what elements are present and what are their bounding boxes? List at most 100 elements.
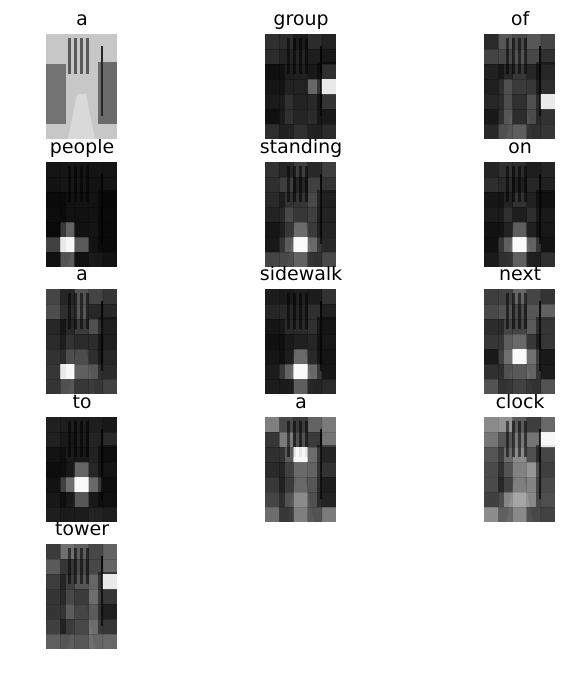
attention-cell bbox=[88, 177, 104, 193]
attention-cell bbox=[498, 34, 513, 50]
attention-cell bbox=[46, 192, 61, 208]
attention-cell bbox=[484, 109, 499, 125]
attention-cell bbox=[540, 49, 555, 65]
attention-cell bbox=[526, 162, 542, 178]
attention-cell bbox=[484, 34, 499, 50]
attention-cell bbox=[526, 289, 542, 305]
attention-cell bbox=[74, 589, 89, 605]
attention-cell bbox=[74, 207, 89, 223]
attention-cell bbox=[265, 507, 280, 522]
attention-cell bbox=[321, 477, 336, 493]
attention-cell bbox=[46, 447, 61, 463]
attention-cell bbox=[540, 432, 555, 448]
attention-cell bbox=[279, 34, 294, 50]
attention-cell bbox=[484, 507, 499, 522]
attention-cell bbox=[265, 304, 280, 320]
attention-cell bbox=[279, 447, 294, 463]
attention-image bbox=[265, 162, 336, 267]
attention-image bbox=[484, 289, 555, 394]
attention-cell bbox=[321, 289, 336, 305]
attention-map bbox=[265, 417, 336, 522]
attention-cell bbox=[265, 417, 280, 433]
attention-cell bbox=[526, 64, 542, 80]
attention-cell bbox=[526, 492, 542, 508]
attention-cell bbox=[484, 162, 499, 178]
attention-cell bbox=[540, 207, 555, 223]
attention-cell bbox=[88, 379, 104, 394]
attention-cell bbox=[46, 477, 61, 493]
attention-cell bbox=[484, 192, 499, 208]
word-label: sidewalk bbox=[259, 263, 343, 285]
attention-cell bbox=[484, 124, 499, 139]
attention-cell bbox=[307, 334, 323, 350]
attention-cell bbox=[526, 34, 542, 50]
word-label: to bbox=[72, 391, 92, 413]
attention-cell bbox=[60, 559, 75, 575]
attention-cell bbox=[484, 417, 499, 433]
attention-cell bbox=[279, 289, 294, 305]
attention-cell bbox=[74, 162, 89, 178]
attention-cell bbox=[279, 207, 294, 223]
attention-cell bbox=[74, 619, 89, 635]
attention-cell bbox=[74, 192, 89, 208]
attention-cell bbox=[46, 252, 61, 267]
word-label: standing bbox=[259, 136, 343, 158]
attention-image bbox=[484, 34, 555, 139]
attention-cell bbox=[526, 207, 542, 223]
attention-cell bbox=[60, 432, 75, 448]
attention-cell bbox=[60, 364, 75, 380]
attention-cell bbox=[60, 604, 75, 620]
attention-cell bbox=[484, 289, 499, 305]
attention-cell bbox=[321, 364, 336, 380]
attention-cell bbox=[88, 432, 104, 448]
attention-cell bbox=[265, 64, 280, 80]
attention-cell bbox=[321, 222, 336, 238]
attention-cell bbox=[512, 462, 527, 478]
attention-cell bbox=[265, 447, 280, 463]
attention-cell bbox=[321, 94, 336, 110]
attention-cell bbox=[307, 207, 323, 223]
attention-cell bbox=[540, 162, 555, 178]
attention-cell bbox=[307, 462, 323, 478]
attention-cell bbox=[307, 364, 323, 380]
attention-cell bbox=[498, 447, 513, 463]
attention-map bbox=[46, 162, 117, 267]
attention-cell bbox=[321, 349, 336, 365]
attention-cell bbox=[293, 379, 308, 394]
attention-cell bbox=[321, 304, 336, 320]
attention-cell bbox=[307, 162, 323, 178]
attention-cell bbox=[74, 544, 89, 560]
attention-cell bbox=[498, 432, 513, 448]
attention-cell bbox=[293, 222, 308, 238]
attention-cell bbox=[279, 237, 294, 253]
word-label: tower bbox=[54, 518, 110, 540]
attention-cell bbox=[293, 177, 308, 193]
attention-cell bbox=[293, 94, 308, 110]
attention-cell bbox=[512, 222, 527, 238]
attention-cell bbox=[321, 162, 336, 178]
attention-cell bbox=[102, 604, 117, 620]
attention-cell bbox=[88, 207, 104, 223]
attention-cell bbox=[512, 477, 527, 493]
attention-cell bbox=[265, 222, 280, 238]
attention-cell bbox=[60, 349, 75, 365]
attention-cell bbox=[88, 559, 104, 575]
attention-cell bbox=[540, 192, 555, 208]
attention-cell bbox=[540, 124, 555, 139]
attention-cell bbox=[279, 349, 294, 365]
attention-cell bbox=[321, 109, 336, 125]
attention-cell bbox=[321, 64, 336, 80]
attention-cell bbox=[321, 417, 336, 433]
attention-cell bbox=[46, 379, 61, 394]
attention-cell bbox=[46, 334, 61, 350]
attention-map bbox=[265, 162, 336, 267]
attention-cell bbox=[102, 237, 117, 253]
attention-cell bbox=[88, 334, 104, 350]
attention-cell bbox=[279, 79, 294, 95]
attention-cell bbox=[307, 349, 323, 365]
attention-cell bbox=[512, 49, 527, 65]
attention-cell bbox=[279, 162, 294, 178]
attention-image bbox=[265, 289, 336, 394]
attention-cell bbox=[498, 109, 513, 125]
attention-cell bbox=[498, 49, 513, 65]
